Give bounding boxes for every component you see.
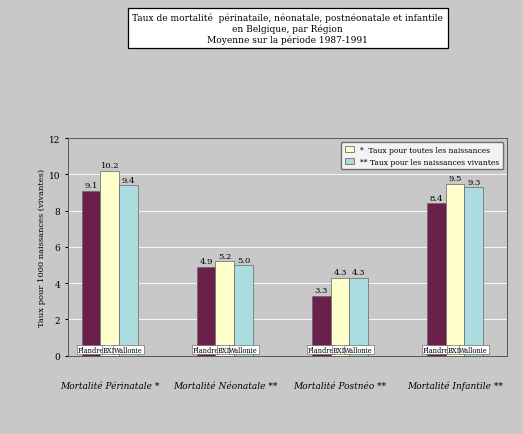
Text: 9.1: 9.1 (84, 182, 98, 190)
Text: Wallonie: Wallonie (460, 346, 488, 354)
Text: 4.3: 4.3 (333, 269, 347, 277)
Bar (197, 267, 215, 356)
Bar (331, 278, 349, 356)
Text: Taux de mortalité  périnataile, néonatale, postnéonatale et infantile
en Belgiqu: Taux de mortalité périnataile, néonatale… (132, 13, 443, 44)
Text: Flandre: Flandre (423, 346, 449, 354)
Bar (82, 191, 100, 356)
Text: BXL: BXL (448, 346, 462, 354)
Bar (215, 262, 234, 356)
Bar (312, 296, 331, 356)
Bar (234, 266, 253, 356)
Text: Wallonie: Wallonie (230, 346, 258, 354)
Bar (100, 171, 119, 356)
Text: 5.2: 5.2 (218, 253, 232, 260)
Text: Flandre: Flandre (78, 346, 104, 354)
Bar (119, 186, 138, 356)
Text: 4.9: 4.9 (199, 258, 213, 266)
Text: 9.4: 9.4 (122, 177, 135, 184)
Text: 5.0: 5.0 (237, 256, 251, 264)
Legend: *  Taux pour toutes les naissances, ** Taux pour les naissances vivantes: * Taux pour toutes les naissances, ** Ta… (342, 143, 504, 170)
Y-axis label: Taux pour 1000 naissances (vivantes): Taux pour 1000 naissances (vivantes) (38, 168, 46, 326)
Text: 9.3: 9.3 (467, 178, 481, 186)
Text: 4.3: 4.3 (352, 269, 366, 277)
Bar (446, 184, 464, 356)
Text: 3.3: 3.3 (314, 287, 328, 295)
Text: Flandre: Flandre (193, 346, 219, 354)
Text: BXL: BXL (333, 346, 347, 354)
Text: Wallonie: Wallonie (115, 346, 143, 354)
Text: 10.2: 10.2 (100, 162, 119, 170)
Text: Flandre: Flandre (308, 346, 334, 354)
Text: BXL: BXL (103, 346, 117, 354)
Text: BXL: BXL (218, 346, 232, 354)
Text: 9.5: 9.5 (448, 174, 462, 183)
Bar (349, 278, 368, 356)
Bar (427, 204, 446, 356)
Bar (464, 187, 483, 356)
Text: 8.4: 8.4 (429, 194, 443, 203)
Text: Wallonie: Wallonie (345, 346, 373, 354)
